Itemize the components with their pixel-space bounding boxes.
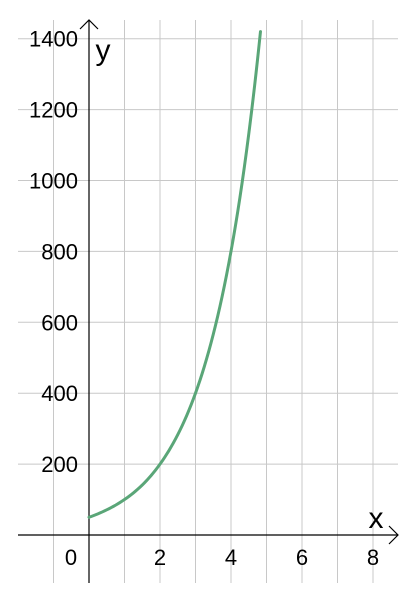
y-tick-label: 400 — [41, 381, 78, 406]
grid — [18, 20, 398, 583]
x-axis-arrow — [388, 525, 399, 545]
y-tick-label: 200 — [41, 452, 78, 477]
x-axis-label: x — [369, 502, 384, 535]
x-tick-label: 2 — [154, 545, 166, 570]
y-axis-arrow — [79, 19, 99, 30]
y-tick-label: 800 — [41, 239, 78, 264]
axes — [18, 19, 399, 583]
y-tick-label: 600 — [41, 310, 78, 335]
x-tick-label: 8 — [367, 545, 379, 570]
series-group — [87, 30, 262, 519]
y-axis-label: y — [96, 34, 111, 67]
x-tick-label: 6 — [296, 545, 308, 570]
y-tick-label: 1000 — [29, 169, 78, 194]
x-tick-label: 0 — [65, 545, 77, 570]
x-tick-label: 4 — [225, 545, 237, 570]
y-tick-label: 1200 — [29, 98, 78, 123]
series-line — [87, 30, 262, 519]
y-tick-label: 1400 — [29, 27, 78, 52]
tick-labels: 0 2 4 6 8 200 400 600 800 1000 1200 1400 — [29, 27, 379, 570]
